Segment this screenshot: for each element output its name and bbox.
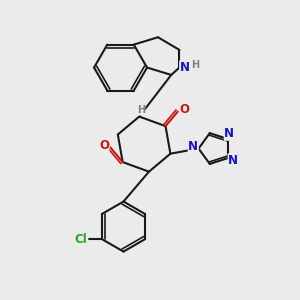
Text: H: H [137, 105, 145, 115]
Text: N: N [224, 127, 234, 140]
Text: O: O [179, 103, 189, 116]
Text: N: N [180, 61, 190, 74]
Text: N: N [188, 140, 198, 153]
Text: Cl: Cl [75, 232, 88, 246]
Text: H: H [192, 60, 200, 70]
Text: N: N [228, 154, 238, 167]
Text: O: O [99, 140, 109, 152]
